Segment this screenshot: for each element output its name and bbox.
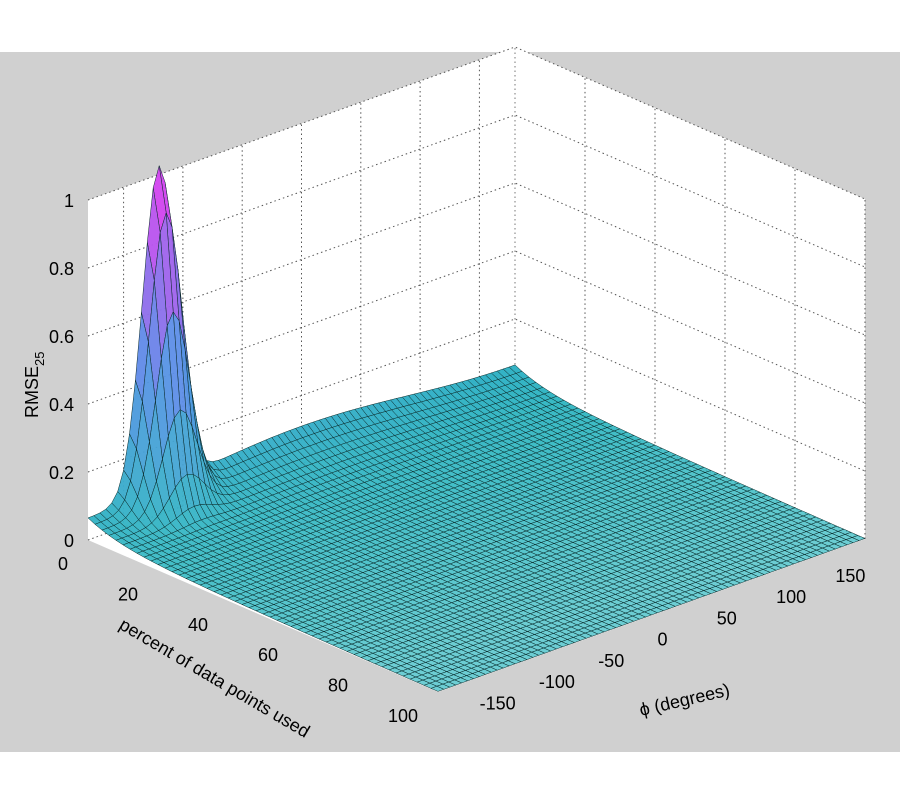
grid-z <box>87 250 866 405</box>
x-tick-label: 40 <box>188 615 208 635</box>
surface-mesh <box>87 165 866 692</box>
y-tick-label: 150 <box>835 566 865 586</box>
x-tick-label: 60 <box>258 645 278 665</box>
y-tick-label: 100 <box>776 587 806 607</box>
grid-z <box>87 46 866 201</box>
z-tick-label: 1 <box>64 191 74 211</box>
z-tick-label: 0.2 <box>49 463 74 483</box>
x-tick-label: 20 <box>118 584 138 604</box>
z-axis-label-subscript: 25 <box>32 352 47 366</box>
y-tick-label: 50 <box>717 608 737 628</box>
y-tick-label: -50 <box>598 651 624 671</box>
y-tick-label: -150 <box>480 693 516 713</box>
y-axis-label: ϕ (degrees) <box>637 680 731 720</box>
y-tick-label: 0 <box>658 630 668 650</box>
grid-z <box>87 114 866 269</box>
x-tick-label: 100 <box>388 706 418 726</box>
wall-right <box>515 47 865 539</box>
x-axis-label: percent of data points used <box>116 614 313 741</box>
tick-labels: 0 0.2 0.4 0.6 0.8 1 0 20 40 60 80 100 -150 -100 -50 0 50… <box>49 191 865 726</box>
z-tick-label: 0.4 <box>49 395 74 415</box>
z-axis-label: RMSE25 <box>22 352 47 418</box>
x-tick-label: 80 <box>328 676 348 696</box>
grid-z <box>87 318 866 473</box>
z-tick-label: 0 <box>64 531 74 551</box>
surface-patch <box>430 685 445 692</box>
grid-z <box>87 182 866 337</box>
z-tick-label: 0.6 <box>49 327 74 347</box>
z-tick-label: 0.8 <box>49 259 74 279</box>
y-tick-label: -100 <box>539 672 575 692</box>
x-tick-label: 0 <box>58 554 68 574</box>
